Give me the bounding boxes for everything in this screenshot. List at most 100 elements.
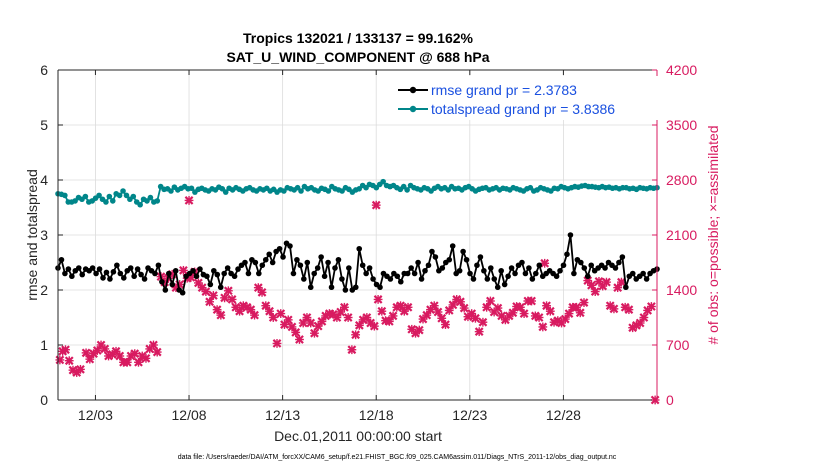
series-point-rmse <box>103 269 110 276</box>
obs-point-outlier <box>371 200 381 210</box>
series-point-rmse <box>584 273 591 280</box>
series-point-rmse <box>567 232 574 238</box>
series-point-rmse <box>207 281 214 288</box>
series-point-rmse <box>318 254 324 260</box>
obs-point <box>261 301 271 311</box>
series-point-rmse <box>69 273 75 280</box>
obs-point <box>444 306 454 315</box>
obs-point <box>388 311 398 321</box>
series-point-totalspread <box>298 188 304 194</box>
series-point-totalspread <box>109 198 116 204</box>
series-point-rmse <box>432 254 439 260</box>
series-point-rmse <box>619 254 626 260</box>
obs-point <box>100 344 110 354</box>
series-point-rmse <box>467 270 473 277</box>
obs-point <box>418 314 428 324</box>
series-point-rmse <box>221 270 227 277</box>
obs-point <box>149 340 158 350</box>
series-point-rmse <box>522 270 529 277</box>
obs-point <box>590 287 600 296</box>
series-point-totalspread <box>147 194 154 201</box>
obs-point <box>201 287 211 296</box>
series-point-rmse <box>394 273 401 280</box>
series-point-totalspread <box>130 193 137 200</box>
x-tick-label: 12/18 <box>359 407 394 423</box>
series-point-rmse <box>114 262 120 269</box>
series-point-totalspread <box>96 192 102 199</box>
obs-point <box>534 313 544 322</box>
obs-point <box>339 302 349 312</box>
series-point-rmse <box>588 262 595 269</box>
obs-point <box>414 325 424 335</box>
legend: rmse grand pr = 2.3783 totalspread grand… <box>393 76 658 120</box>
obs-point <box>474 327 484 337</box>
series-point-rmse <box>79 271 86 278</box>
obs-point <box>310 328 319 338</box>
obs-point <box>519 309 529 318</box>
series-point-rmse <box>488 265 494 271</box>
series-point-rmse <box>359 262 366 269</box>
obs-point <box>579 298 589 307</box>
y-tick-label-left: 4 <box>40 172 48 188</box>
series-point-rmse <box>377 284 383 291</box>
obs-point <box>317 317 327 326</box>
obs-point <box>572 302 581 312</box>
series-point-totalspread <box>154 198 161 204</box>
series-point-rmse <box>429 248 435 255</box>
series-point-totalspread <box>116 192 123 199</box>
obs-point <box>268 313 278 322</box>
x-axis-label: Dec.01,2011 00:00:00 start <box>274 428 442 444</box>
obs-point <box>272 339 282 348</box>
series-point-rmse <box>117 270 124 277</box>
series-point-rmse <box>439 265 446 271</box>
obs-point <box>471 313 480 323</box>
obs-point <box>141 353 151 363</box>
obs-point <box>257 287 267 297</box>
legend-label-totalspread: totalspread grand pr = 3.8386 <box>431 101 615 117</box>
series-point-rmse <box>262 256 269 263</box>
y-tick-label-left: 3 <box>40 227 48 243</box>
series-point-rmse <box>314 265 321 271</box>
series-point-rmse <box>481 267 487 274</box>
series-point-rmse <box>404 270 411 277</box>
legend-marker-rmse <box>409 86 417 94</box>
series-point-rmse <box>169 281 176 288</box>
series-point-rmse <box>266 251 273 258</box>
series-point-rmse <box>346 265 352 271</box>
series-point-rmse <box>491 276 498 282</box>
series-point-rmse <box>231 273 238 280</box>
chart-title-line2: SAT_U_WIND_COMPONENT @ 688 hPa <box>226 49 489 65</box>
y-tick-label-right: 2800 <box>666 172 697 188</box>
series-point-rmse <box>325 259 331 266</box>
obs-point <box>276 309 286 318</box>
series-point-rmse <box>311 270 318 277</box>
series-point-rmse <box>352 284 359 291</box>
series-point-rmse <box>578 259 584 266</box>
series-point-rmse <box>557 267 563 274</box>
series-point-rmse <box>190 267 196 274</box>
obs-point <box>478 317 488 327</box>
series-point-totalspread <box>103 199 109 205</box>
y-tick-label-left: 1 <box>40 337 48 353</box>
obs-point <box>493 303 503 313</box>
series-point-rmse <box>370 276 376 282</box>
obs-point <box>55 355 65 365</box>
obs-point <box>602 277 611 287</box>
obs-point <box>351 330 361 340</box>
series-point-rmse <box>397 278 404 285</box>
series-point-rmse <box>96 266 103 272</box>
series-point-totalspread <box>123 192 130 199</box>
series-point-rmse <box>460 248 466 255</box>
obs-point <box>265 306 274 316</box>
series-point-rmse <box>62 270 68 277</box>
obs-point <box>459 303 469 313</box>
series-point-totalspread <box>120 188 126 194</box>
series-point-rmse <box>93 270 99 277</box>
x-tick-label: 12/03 <box>78 407 113 423</box>
obs-point <box>283 315 293 325</box>
obs-point <box>227 295 237 304</box>
series-point-rmse <box>474 262 480 269</box>
series-point-rmse <box>342 287 349 293</box>
obs-point <box>122 357 132 367</box>
